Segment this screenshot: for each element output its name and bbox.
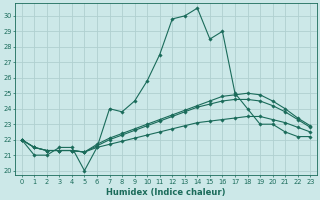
X-axis label: Humidex (Indice chaleur): Humidex (Indice chaleur): [106, 188, 226, 197]
